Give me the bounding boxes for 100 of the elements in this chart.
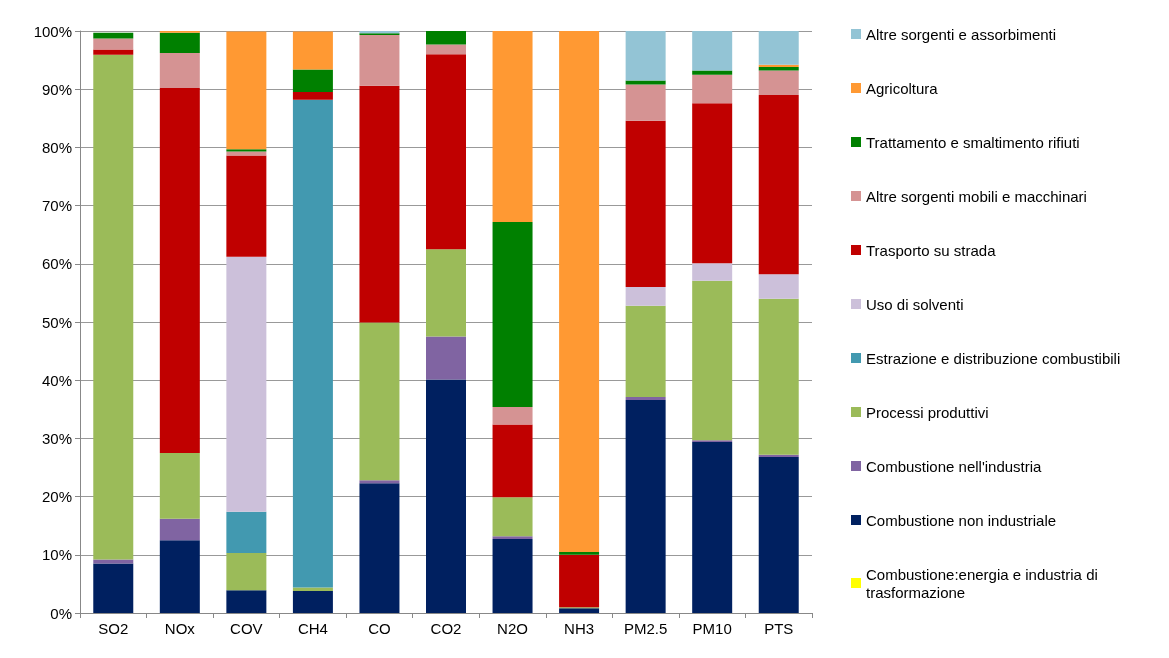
legend-label: Altre sorgenti e assorbimenti — [866, 25, 1057, 43]
y-tick-label: 0% — [50, 604, 72, 622]
bar — [692, 280, 733, 441]
bar — [559, 551, 600, 555]
x-tick-label: N2O — [497, 620, 528, 637]
x-tick-label: CH4 — [297, 620, 328, 637]
bar — [559, 554, 600, 608]
bar — [692, 441, 733, 613]
bar — [492, 539, 533, 613]
legend-label: Altre sorgenti mobili e macchinari — [866, 187, 1087, 205]
bar — [625, 31, 666, 81]
y-tick-label: 70% — [41, 197, 72, 215]
x-tick-label: CO2 — [430, 620, 462, 637]
y-tick-label: 50% — [41, 313, 72, 331]
x-tick-label: NOx — [164, 620, 196, 637]
y-tick-label: 30% — [41, 429, 72, 447]
bar — [359, 483, 400, 613]
bar — [292, 31, 333, 70]
bar — [159, 452, 200, 519]
bar — [625, 399, 666, 613]
bar — [292, 587, 333, 591]
y-tick-label: 100% — [33, 22, 72, 40]
bar — [359, 322, 400, 481]
bar — [559, 31, 600, 552]
x-tick-label: PM10 — [692, 620, 732, 637]
bar — [359, 35, 400, 86]
bar — [758, 298, 799, 455]
bar — [758, 95, 799, 275]
bar — [93, 563, 134, 613]
legend-label: Trasporto su strada — [866, 241, 997, 259]
bar — [625, 120, 666, 288]
bar — [359, 480, 400, 484]
legend-label: Estrazione e distribuzione combustibili — [866, 349, 1121, 367]
legend-label: Uso di solventi — [866, 295, 964, 313]
bar — [93, 559, 134, 564]
bar — [758, 70, 799, 96]
y-tick-label: 60% — [41, 255, 72, 273]
legend-label: Combustione:energia e industria di trasformazione — [866, 565, 1102, 601]
bar — [492, 221, 533, 407]
bar — [692, 74, 733, 104]
bar — [159, 518, 200, 541]
bar — [426, 54, 466, 250]
bar — [625, 80, 666, 85]
bar — [692, 103, 733, 264]
bar — [426, 31, 466, 45]
y-tick-label: 80% — [41, 138, 72, 156]
bar — [758, 31, 799, 65]
bar — [292, 69, 333, 93]
bar — [492, 31, 533, 222]
bar — [159, 32, 200, 54]
bar — [492, 536, 533, 540]
bar — [359, 85, 400, 323]
bar — [292, 590, 333, 613]
legend-label: Processi produttivi — [866, 403, 989, 421]
bar — [226, 511, 267, 554]
bar — [426, 249, 466, 337]
x-tick-label: PTS — [764, 620, 794, 637]
bar — [159, 53, 200, 89]
x-tick-label: CO — [368, 620, 391, 637]
bar — [426, 44, 466, 55]
bar — [226, 590, 267, 613]
legend-label: Combustione non industriale — [866, 511, 1057, 529]
bar — [93, 32, 134, 39]
bar — [758, 457, 799, 613]
x-tick-label: PM2.5 — [623, 620, 668, 637]
bar — [492, 497, 533, 537]
bar — [159, 88, 200, 453]
legend-label: Agricoltura — [866, 79, 939, 97]
bar — [226, 553, 267, 591]
legend-label: Trattamento e smaltimento rifiuti — [866, 133, 1080, 151]
x-tick-label: SO2 — [98, 620, 129, 637]
bar — [758, 274, 799, 299]
bar — [692, 70, 733, 75]
bar — [625, 397, 666, 400]
bar — [226, 151, 267, 156]
y-tick-label: 90% — [41, 80, 72, 98]
bar — [226, 155, 267, 257]
bar — [426, 379, 466, 613]
y-tick-label: 20% — [41, 488, 72, 506]
bar — [93, 54, 134, 560]
bar — [292, 92, 333, 100]
x-tick-label: COV — [230, 620, 263, 637]
bar — [692, 263, 733, 281]
bar — [93, 38, 134, 50]
bar — [692, 31, 733, 71]
bar — [226, 256, 267, 512]
legend-label: Combustione nell'industria — [866, 457, 1043, 475]
bar — [625, 287, 666, 306]
bar — [492, 406, 533, 425]
x-tick-label: NH3 — [564, 620, 595, 637]
bar — [292, 99, 333, 588]
bar — [426, 336, 466, 380]
bar — [559, 608, 600, 613]
bar — [226, 31, 267, 150]
bar — [93, 49, 134, 55]
bar — [159, 540, 200, 613]
y-tick-label: 40% — [41, 371, 72, 389]
bar — [625, 84, 666, 121]
bar — [492, 424, 533, 498]
bar — [625, 305, 666, 398]
